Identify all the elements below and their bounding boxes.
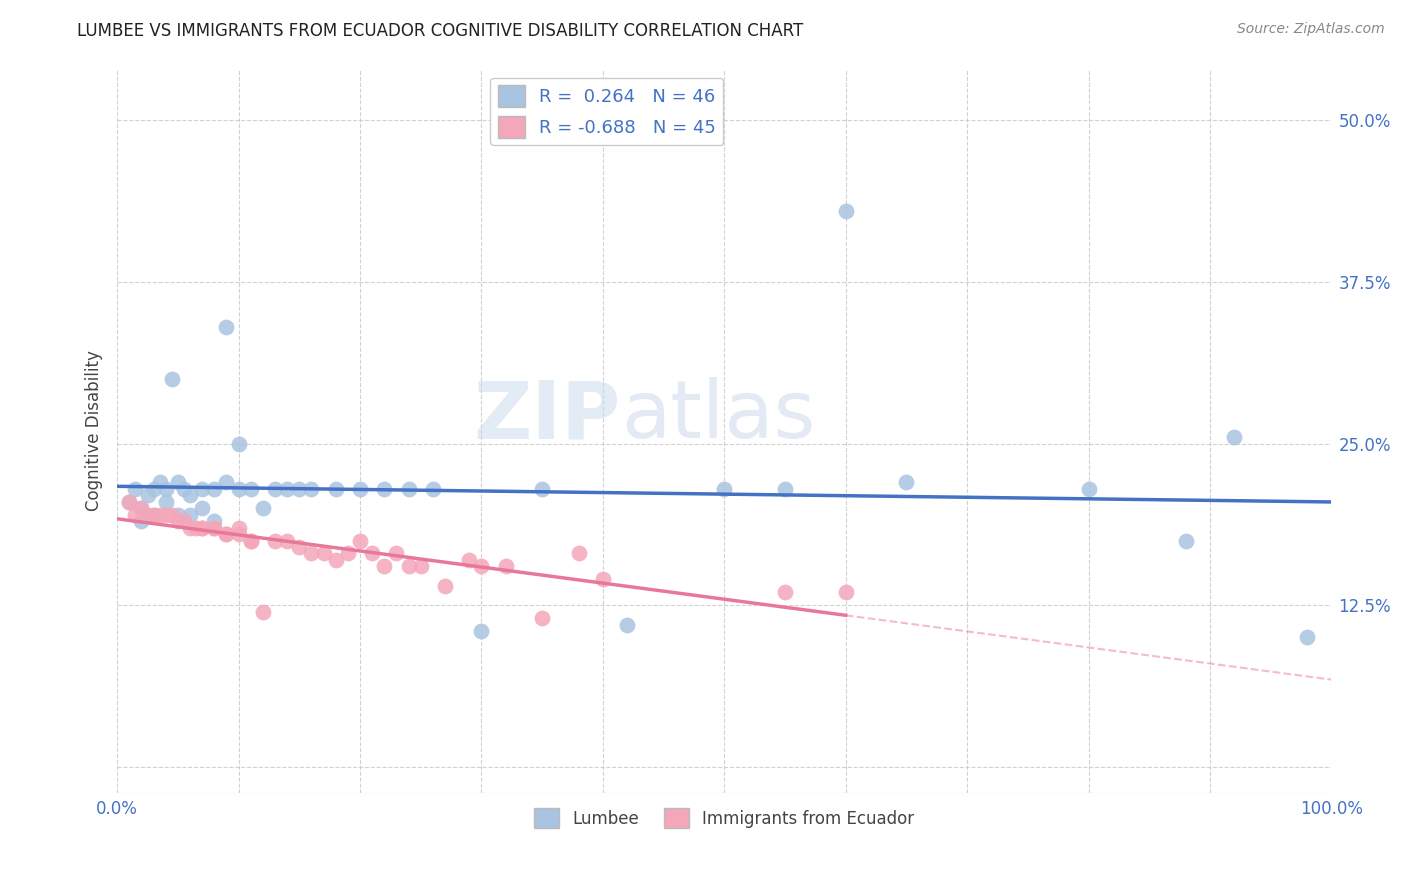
Point [896,475,918,490]
Point [179,488,201,502]
Point [276,482,298,496]
Point [1174,533,1197,548]
Point [136,508,159,522]
Point [215,320,238,334]
Point [301,546,323,560]
Point [325,553,347,567]
Point [592,572,614,586]
Point [155,508,177,522]
Point [470,559,492,574]
Point [167,475,190,490]
Point [215,527,238,541]
Point [373,559,395,574]
Point [191,501,214,516]
Point [215,527,238,541]
Text: Source: ZipAtlas.com: Source: ZipAtlas.com [1237,22,1385,37]
Point [155,494,177,508]
Point [835,203,858,218]
Point [179,508,201,522]
Point [835,585,858,599]
Point [228,520,250,534]
Point [301,482,323,496]
Point [713,482,735,496]
Point [215,475,238,490]
Point [264,482,287,496]
Point [531,611,554,625]
Point [458,553,481,567]
Point [252,605,274,619]
Point [142,508,165,522]
Point [131,514,153,528]
Point [276,533,298,548]
Point [124,482,146,496]
Text: ZIP: ZIP [474,377,621,455]
Point [167,514,190,528]
Point [173,482,195,496]
Point [361,546,384,560]
Point [131,501,153,516]
Point [142,482,165,496]
Point [118,494,141,508]
Point [160,372,183,386]
Point [202,520,225,534]
Point [398,559,420,574]
Point [191,520,214,534]
Point [616,617,638,632]
Point [336,546,359,560]
Point [179,520,201,534]
Point [1077,482,1099,496]
Point [149,475,172,490]
Point [349,533,371,548]
Point [160,508,183,522]
Point [167,508,190,522]
Point [773,585,796,599]
Point [325,482,347,496]
Point [373,482,395,496]
Point [434,579,457,593]
Legend: Lumbee, Immigrants from Ecuador: Lumbee, Immigrants from Ecuador [527,801,921,835]
Point [228,482,250,496]
Point [239,533,262,548]
Point [184,520,207,534]
Point [191,482,214,496]
Point [202,514,225,528]
Point [773,482,796,496]
Point [288,540,311,554]
Text: LUMBEE VS IMMIGRANTS FROM ECUADOR COGNITIVE DISABILITY CORRELATION CHART: LUMBEE VS IMMIGRANTS FROM ECUADOR COGNIT… [77,22,804,40]
Point [124,508,146,522]
Point [1223,430,1246,444]
Point [264,533,287,548]
Point [142,508,165,522]
Point [1296,631,1319,645]
Point [191,520,214,534]
Point [149,508,172,522]
Point [155,482,177,496]
Point [409,559,432,574]
Point [422,482,444,496]
Y-axis label: Cognitive Disability: Cognitive Disability [86,351,103,511]
Point [202,520,225,534]
Point [531,482,554,496]
Point [312,546,335,560]
Point [228,436,250,450]
Point [239,533,262,548]
Point [398,482,420,496]
Point [495,559,517,574]
Text: atlas: atlas [621,377,815,455]
Point [202,482,225,496]
Point [385,546,408,560]
Point [118,494,141,508]
Point [568,546,591,560]
Point [173,514,195,528]
Point [131,501,153,516]
Point [239,482,262,496]
Point [228,527,250,541]
Point [349,482,371,496]
Point [252,501,274,516]
Point [136,488,159,502]
Point [470,624,492,638]
Point [288,482,311,496]
